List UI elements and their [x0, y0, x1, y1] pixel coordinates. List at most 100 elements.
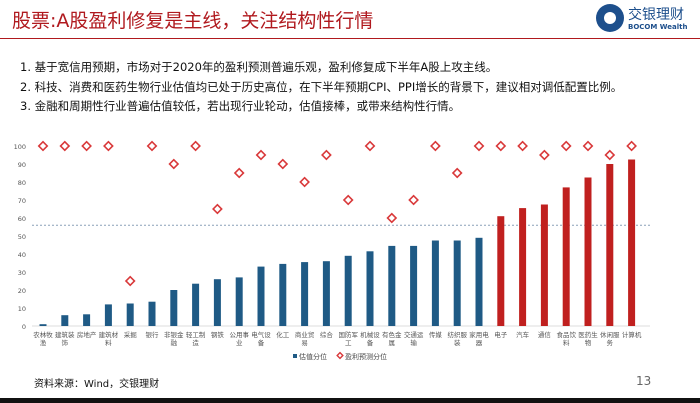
x-tick-label: 农林牧 — [33, 330, 53, 339]
x-tick-label: 有色金 — [382, 330, 402, 339]
x-tick-label: 造 — [192, 338, 199, 347]
x-tick-label: 国防军 — [338, 330, 358, 339]
marker-电子 — [495, 140, 507, 152]
bar-国防军工 — [344, 255, 352, 326]
x-tick-label: 纺织服 — [447, 330, 467, 339]
bar-商业贸易 — [301, 262, 309, 326]
x-tick-label: 务 — [607, 338, 614, 347]
bar-建筑装饰 — [61, 315, 69, 326]
y-tick-label: 20 — [18, 287, 26, 295]
x-tick-label: 物 — [585, 338, 592, 347]
slide-title: 股票:A股盈利修复是主线，关注结构性行情 — [12, 10, 374, 32]
legend-marker-swatch — [336, 351, 344, 360]
logo-en: BOCOM Wealth — [628, 23, 688, 31]
bar-家用电器 — [475, 237, 483, 326]
x-tick-label: 融 — [171, 338, 178, 347]
bar-机械设备 — [366, 251, 374, 326]
marker-通信 — [539, 149, 550, 161]
x-tick-label: 建筑装 — [55, 330, 75, 339]
bar-公用事业 — [235, 277, 243, 326]
x-tick-label: 料 — [105, 338, 112, 347]
bar-采掘 — [126, 303, 134, 326]
marker-建筑装饰 — [59, 140, 71, 152]
marker-计算机 — [626, 140, 637, 152]
marker-非银金融 — [168, 158, 180, 170]
marker-房地产 — [81, 140, 92, 152]
marker-公用事业 — [233, 167, 245, 179]
x-tick-label: 装 — [454, 338, 461, 347]
x-tick-label: 电气设 — [251, 330, 271, 339]
x-tick-label: 传媒 — [429, 330, 443, 339]
x-tick-label: 采掘 — [124, 330, 138, 339]
x-tick-label: 备 — [258, 338, 265, 347]
x-tick-label: 建筑材 — [99, 330, 119, 339]
x-tick-label: 业 — [236, 338, 243, 347]
marker-食品饮料 — [560, 140, 572, 152]
bar-通信 — [540, 204, 548, 326]
x-tick-label: 计算机 — [622, 330, 642, 339]
bar-轻工制造 — [192, 283, 200, 326]
marker-钢铁 — [212, 203, 223, 215]
legend-bar-swatch — [293, 354, 297, 358]
x-tick-label: 综合 — [320, 330, 334, 339]
marker-交通运输 — [408, 194, 419, 206]
logo-mark-icon — [596, 4, 624, 32]
marker-机械设备 — [364, 140, 376, 152]
bar-房地产 — [83, 314, 91, 326]
x-tick-label: 休闲服 — [600, 330, 620, 339]
title-divider — [0, 38, 700, 39]
x-tick-label: 钢铁 — [211, 330, 225, 339]
y-tick-label: 30 — [18, 269, 26, 277]
bar-交通运输 — [410, 245, 418, 326]
x-tick-label: 汽车 — [516, 330, 530, 339]
bar-医药生物 — [584, 177, 592, 326]
y-tick-label: 10 — [18, 305, 26, 313]
x-tick-label: 医药生 — [578, 330, 598, 339]
y-tick-label: 90 — [18, 161, 26, 169]
x-tick-label: 公用事 — [229, 330, 249, 339]
y-tick-label: 0 — [22, 323, 26, 331]
x-tick-label: 易 — [301, 339, 308, 347]
bar-银行 — [148, 301, 156, 326]
source-note: 资料来源：Wind，交银理财 — [34, 379, 160, 390]
y-tick-label: 70 — [18, 197, 26, 205]
x-tick-label: 备 — [367, 338, 374, 347]
x-tick-label: 机械设 — [360, 330, 380, 339]
marker-银行 — [146, 140, 158, 152]
bottom-bar — [0, 398, 700, 403]
x-tick-label: 交通运 — [404, 330, 424, 339]
bar-电子 — [497, 216, 505, 326]
x-tick-label: 工 — [345, 339, 352, 347]
marker-轻工制造 — [190, 140, 201, 152]
x-tick-label: 属 — [389, 339, 396, 347]
x-tick-label: 输 — [410, 338, 417, 347]
valuation-chart: 0 10 20 30 40 50 60 70 80 90 100 农林牧渔建筑装饰房地产 建筑材料 采掘银… — [14, 140, 650, 361]
bar-纺织服装 — [453, 240, 461, 326]
x-tick-label: 银行 — [146, 330, 160, 339]
bullet-list: 1. 基于宽信用预期，市场对于2020年的盈利预测普遍乐观，盈利修复成下半年A股… — [20, 58, 622, 117]
marker-国防军工 — [342, 194, 354, 206]
x-tick-label: 轻工制 — [186, 330, 206, 339]
x-tick-label: 非银金 — [164, 330, 184, 339]
x-tick-label: 料 — [563, 338, 570, 347]
marker-采掘 — [124, 275, 136, 287]
x-tick-label: 商业贸 — [295, 330, 315, 339]
bar-传媒 — [431, 240, 439, 326]
page-number: 13 — [636, 374, 652, 388]
y-tick-label: 50 — [18, 233, 26, 241]
marker-纺织服装 — [451, 167, 463, 179]
marker-医药生物 — [582, 140, 594, 152]
x-tick-label: 渔 — [40, 338, 47, 347]
marker-商业贸易 — [299, 176, 310, 188]
marker-传媒 — [430, 140, 441, 152]
x-tick-label: 通信 — [538, 330, 552, 339]
legend-marker-label: 盈利预测分位 — [345, 352, 387, 361]
y-tick-label: 60 — [18, 215, 26, 223]
marker-家用电器 — [473, 140, 485, 152]
marker-汽车 — [517, 140, 528, 152]
marker-休闲服务 — [604, 149, 616, 161]
bullet-2: 2. 科技、消费和医药生物行业估值均已处于历史高位，在下半年预期CPI、PPI增… — [20, 79, 623, 94]
x-tick-label: 饰 — [62, 338, 69, 347]
logo-cn: 交银理财 — [628, 7, 684, 23]
bar-农林牧渔 — [39, 324, 47, 326]
